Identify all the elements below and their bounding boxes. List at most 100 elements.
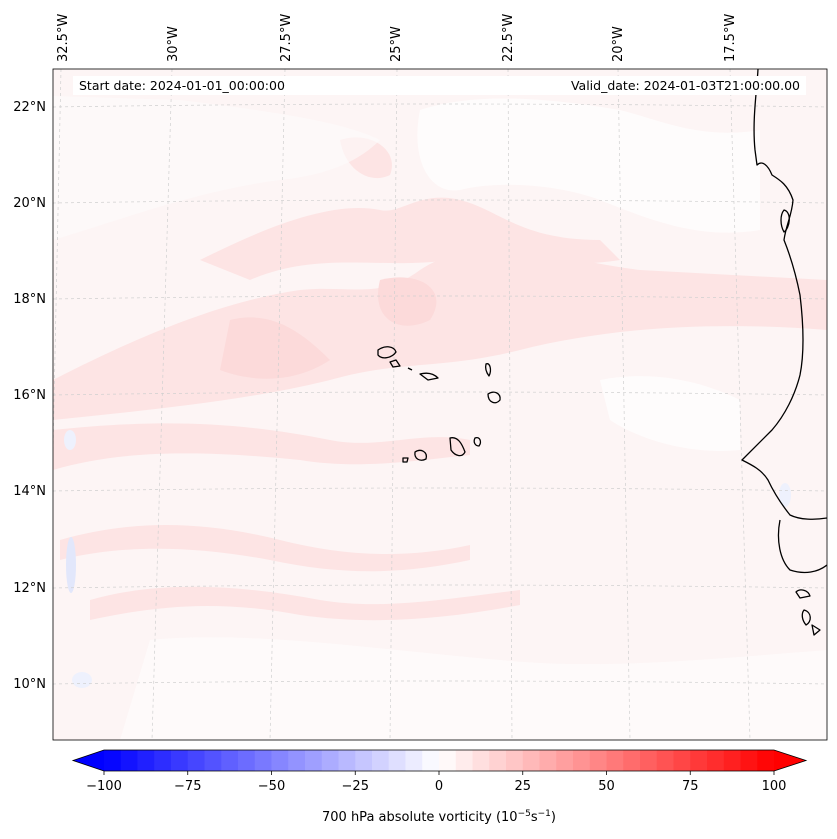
colorbar-cell bbox=[338, 750, 356, 771]
latitude-label: 12°N bbox=[13, 581, 46, 596]
colorbar-tick-label: −100 bbox=[86, 779, 122, 794]
parallel-line bbox=[53, 680, 827, 685]
colorbar-title: 700 hPa absolute vorticity (10−5s−1) bbox=[322, 809, 556, 825]
low-vorticity-patch-east bbox=[600, 376, 740, 451]
latitude-label: 14°N bbox=[13, 484, 46, 499]
vorticity-max-west bbox=[220, 317, 330, 379]
coastline bbox=[741, 69, 827, 636]
longitude-label: 32.5°W bbox=[56, 14, 71, 62]
colorbar-cell bbox=[372, 750, 390, 771]
vorticity-band-lower bbox=[60, 525, 470, 572]
parallel-line bbox=[53, 103, 827, 108]
colorbar-cells bbox=[104, 750, 775, 771]
island-santo-antao bbox=[377, 346, 397, 359]
colorbar-cell bbox=[506, 750, 524, 771]
colorbar-tick-label: −50 bbox=[258, 779, 285, 794]
colorbar-cell bbox=[673, 750, 691, 771]
start-date-label: Start date: 2024-01-01_00:00:00 bbox=[79, 78, 285, 93]
colorbar-tick-label: 25 bbox=[514, 779, 531, 794]
vorticity-band-bottom bbox=[90, 586, 520, 621]
island-sao-vicente bbox=[389, 359, 401, 368]
meridian-line bbox=[269, 69, 286, 740]
africa-coastline-south bbox=[777, 519, 827, 574]
latitude-label: 16°N bbox=[13, 388, 46, 403]
vorticity-band-south bbox=[53, 423, 470, 470]
colorbar-cell bbox=[137, 750, 155, 771]
colorbar-tick-label: −25 bbox=[342, 779, 369, 794]
colorbar-tick-label: −75 bbox=[174, 779, 201, 794]
valid-date-label: Valid_date: 2024-01-03T21:00:00.00 bbox=[571, 78, 800, 93]
meridian-line bbox=[507, 69, 513, 740]
island-santiago bbox=[449, 437, 466, 457]
island-fogo bbox=[414, 449, 427, 461]
colorbar-cell bbox=[405, 750, 423, 771]
colorbar-cell bbox=[171, 750, 189, 771]
colorbar-cell bbox=[589, 750, 607, 771]
low-vorticity-patch-south bbox=[120, 637, 827, 740]
longitude-label: 22.5°W bbox=[501, 14, 516, 62]
longitude-label: 25°W bbox=[389, 26, 404, 62]
coastal-island bbox=[801, 609, 811, 626]
graticule bbox=[53, 69, 827, 740]
colorbar-cell bbox=[573, 750, 591, 771]
colorbar-cell bbox=[355, 750, 373, 771]
colorbar-extend-low bbox=[73, 750, 104, 771]
colorbar-cell bbox=[539, 750, 557, 771]
vorticity-field bbox=[53, 69, 827, 740]
latitude-label: 10°N bbox=[13, 677, 46, 692]
colorbar-cell bbox=[388, 750, 406, 771]
colorbar-cell bbox=[187, 750, 205, 771]
colorbar-cell bbox=[522, 750, 540, 771]
cape-verde-islands bbox=[377, 346, 501, 463]
parallel-line bbox=[53, 584, 827, 589]
island-sal bbox=[484, 363, 492, 377]
island-santa-luzia bbox=[407, 367, 413, 371]
africa-coastline bbox=[741, 69, 827, 520]
meridian-line bbox=[617, 69, 631, 740]
colorbar-cell bbox=[656, 750, 674, 771]
low-vorticity-patch-northeast bbox=[417, 98, 760, 233]
meridian-line bbox=[729, 69, 751, 740]
colorbar-cell bbox=[422, 750, 440, 771]
longitude-labels: 32.5°W 30°W 27.5°W 25°W 22.5°W 20°W 17.5… bbox=[56, 14, 738, 62]
longitude-label: 27.5°W bbox=[279, 14, 294, 62]
colorbar-cell bbox=[472, 750, 490, 771]
colorbar-tick-label: 100 bbox=[762, 779, 787, 794]
island-sao-nicolau bbox=[419, 372, 439, 381]
colorbar-cell bbox=[104, 750, 122, 771]
coastal-island bbox=[811, 624, 821, 636]
colorbar-tick-label: 0 bbox=[435, 779, 443, 794]
meridian-line bbox=[389, 69, 398, 740]
island-brava bbox=[402, 457, 409, 463]
longitude-label: 30°W bbox=[166, 26, 181, 62]
colorbar-tick-label: 75 bbox=[682, 779, 699, 794]
colorbar-cell bbox=[606, 750, 624, 771]
meridian-line bbox=[151, 69, 173, 740]
low-vorticity-patch-northwest bbox=[53, 96, 380, 240]
colorbar-cell bbox=[707, 750, 725, 771]
latitude-label: 18°N bbox=[13, 292, 46, 307]
colorbar-cell bbox=[623, 750, 641, 771]
colorbar-cell bbox=[221, 750, 239, 771]
negative-vorticity-patch bbox=[64, 430, 76, 450]
vorticity-band-central bbox=[53, 249, 827, 420]
colorbar-cell bbox=[556, 750, 574, 771]
colorbar-ticks: −100 −75 −50 −25 0 25 50 75 100 bbox=[86, 771, 786, 794]
colorbar-cell bbox=[690, 750, 708, 771]
colorbar-cell bbox=[321, 750, 339, 771]
colorbar-cell bbox=[489, 750, 507, 771]
coastal-island bbox=[795, 589, 811, 599]
colorbar-cell bbox=[271, 750, 289, 771]
colorbar-extend-high bbox=[774, 750, 806, 771]
colorbar-cell bbox=[740, 750, 758, 771]
vorticity-max-centre bbox=[378, 277, 437, 326]
negative-vorticity-patch bbox=[66, 537, 76, 593]
colorbar-cell bbox=[238, 750, 256, 771]
vorticity-band-north bbox=[200, 197, 620, 280]
colorbar-cell bbox=[305, 750, 323, 771]
longitude-label: 20°W bbox=[611, 26, 626, 62]
latitude-labels: 22°N 20°N 18°N 16°N 14°N 12°N 10°N bbox=[13, 100, 46, 692]
parallel-line bbox=[53, 487, 827, 492]
latitude-label: 22°N bbox=[13, 100, 46, 115]
island-boa-vista bbox=[487, 391, 501, 404]
